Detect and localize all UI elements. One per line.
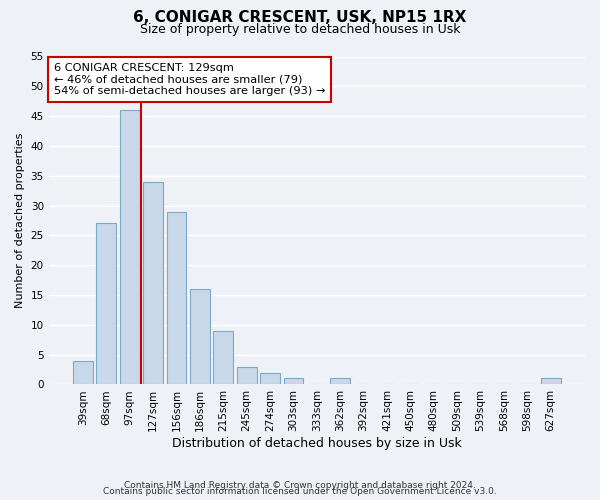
Bar [284,378,304,384]
Text: Contains public sector information licensed under the Open Government Licence v3: Contains public sector information licen… [103,488,497,496]
Bar [330,378,350,384]
Bar [541,378,560,384]
Bar [167,212,187,384]
Y-axis label: Number of detached properties: Number of detached properties [15,133,25,308]
Bar [120,110,140,384]
Bar [214,331,233,384]
Bar [73,360,93,384]
Bar [237,366,257,384]
Text: 6 CONIGAR CRESCENT: 129sqm
← 46% of detached houses are smaller (79)
54% of semi: 6 CONIGAR CRESCENT: 129sqm ← 46% of deta… [54,63,325,96]
Bar [260,372,280,384]
Bar [143,182,163,384]
Text: Contains HM Land Registry data © Crown copyright and database right 2024.: Contains HM Land Registry data © Crown c… [124,481,476,490]
Bar [190,289,210,384]
X-axis label: Distribution of detached houses by size in Usk: Distribution of detached houses by size … [172,437,462,450]
Text: Size of property relative to detached houses in Usk: Size of property relative to detached ho… [140,22,460,36]
Text: 6, CONIGAR CRESCENT, USK, NP15 1RX: 6, CONIGAR CRESCENT, USK, NP15 1RX [133,10,467,25]
Bar [97,224,116,384]
